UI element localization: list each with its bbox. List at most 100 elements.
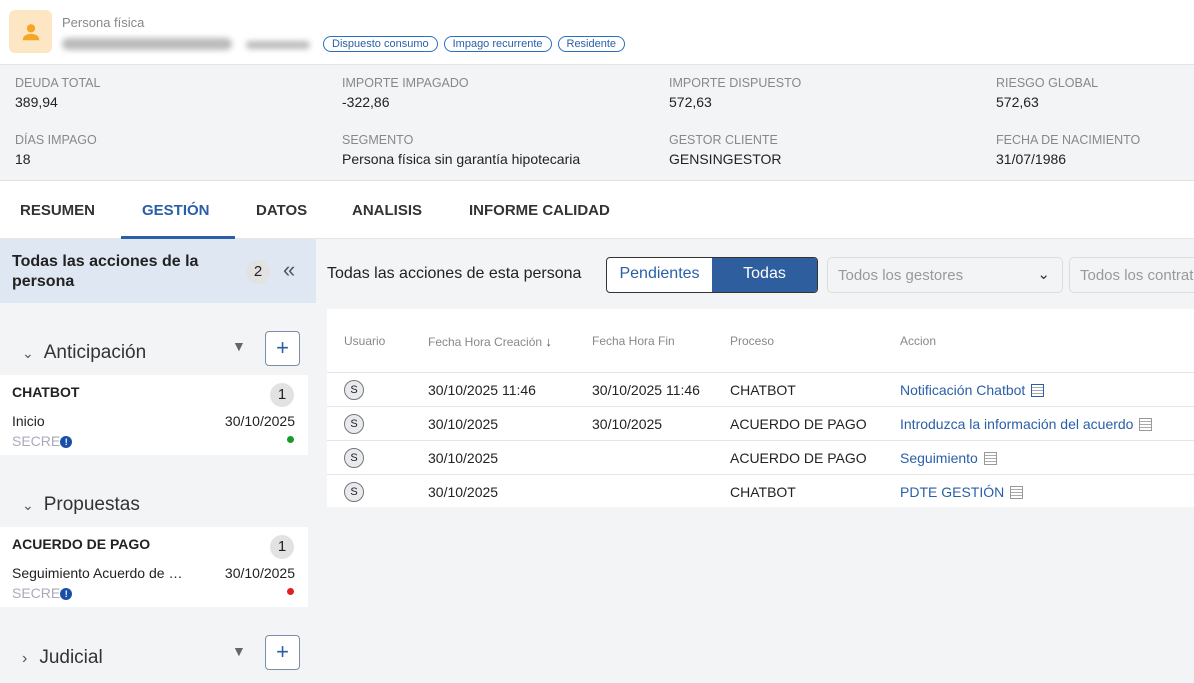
- count-badge: 1: [270, 383, 294, 407]
- tab-bar: RESUMEN GESTIÓN DATOS ANALISIS INFORME C…: [0, 181, 1194, 239]
- process-cell: ACUERDO DE PAGO: [730, 450, 867, 466]
- status-dot: [287, 436, 294, 443]
- toggle-todas[interactable]: Todas: [712, 258, 817, 292]
- kpi-label: SEGMENTO: [342, 133, 414, 147]
- kpi-value: 389,94: [15, 94, 58, 110]
- select-placeholder: Todos los contratos: [1080, 267, 1194, 284]
- group-name: Judicial: [39, 647, 103, 668]
- gestores-select[interactable]: Todos los gestores ⌄: [827, 257, 1063, 293]
- kpi-label: FECHA DE NACIMIENTO: [996, 133, 1141, 147]
- user-badge: S: [344, 380, 364, 400]
- process-cell: CHATBOT: [730, 484, 796, 500]
- tab-resumen[interactable]: RESUMEN: [20, 202, 96, 219]
- column-header[interactable]: Fecha Hora Creación ↓: [428, 334, 552, 349]
- chevron-right-icon: ›: [22, 650, 28, 667]
- user-badge: S: [344, 482, 364, 502]
- created-cell: 30/10/2025 11:46: [428, 382, 536, 398]
- created-cell: 30/10/2025: [428, 416, 499, 432]
- tab-datos[interactable]: DATOS: [256, 202, 308, 219]
- kpi-value: 572,63: [996, 94, 1039, 110]
- toggle-pendientes[interactable]: Pendientes: [619, 265, 700, 282]
- person-type: Persona física: [62, 15, 145, 30]
- column-label: Fecha Hora Creación: [428, 335, 543, 349]
- card-date: 30/10/2025: [224, 413, 295, 429]
- sidebar-header: Todas las acciones de la persona 2 «: [0, 239, 316, 303]
- filter-icon[interactable]: ▼: [232, 643, 246, 659]
- active-tab-indicator: [121, 236, 235, 239]
- chevron-down-icon: ⌄: [22, 497, 34, 513]
- kpi-label: GESTOR CLIENTE: [669, 133, 778, 147]
- tab-gestion[interactable]: GESTIÓN: [142, 202, 210, 219]
- document-icon[interactable]: [983, 452, 997, 465]
- action-card[interactable]: ACUERDO DE PAGO 1 Seguimiento Acuerdo de…: [0, 527, 308, 607]
- table-row[interactable]: S 30/10/2025 ACUERDO DE PAGO Seguimiento: [327, 440, 1194, 474]
- column-header[interactable]: Proceso: [730, 334, 775, 348]
- table-row[interactable]: S 30/10/2025 CHATBOT PDTE GESTIÓN: [327, 474, 1194, 508]
- kpi-value: -322,86: [342, 94, 390, 110]
- kpi-value: Persona física sin garantía hipotecaria: [342, 151, 581, 167]
- tab-informe-calidad[interactable]: INFORME CALIDAD: [469, 202, 610, 219]
- add-button[interactable]: +: [265, 331, 300, 366]
- kpi-panel: DEUDA TOTAL 389,94 IMPORTE IMPAGADO -322,8…: [0, 65, 1194, 181]
- document-icon[interactable]: [1031, 384, 1045, 397]
- column-header[interactable]: Usuario: [344, 334, 386, 348]
- sidebar-title: Todas las acciones de la persona: [12, 253, 199, 290]
- action-card[interactable]: CHATBOT 1 Inicio 30/10/2025 SECRE!: [0, 375, 308, 455]
- action-link[interactable]: PDTE GESTIÓN: [900, 484, 1005, 500]
- filter-icon[interactable]: ▼: [232, 338, 246, 354]
- add-button[interactable]: +: [265, 635, 300, 670]
- action-link[interactable]: Notificación Chatbot: [900, 382, 1026, 398]
- card-user: SECRE: [12, 585, 61, 601]
- process-cell: CHATBOT: [730, 382, 796, 398]
- column-header[interactable]: Accion: [900, 334, 937, 348]
- select-placeholder: Todos los gestores: [838, 267, 964, 284]
- card-step: Seguimiento Acuerdo de …: [12, 565, 183, 581]
- kpi-label: DÍAS IMPAGO: [15, 133, 97, 147]
- group-header[interactable]: ⌄ Anticipación: [22, 342, 146, 364]
- process-cell: ACUERDO DE PAGO: [730, 416, 867, 432]
- tab-analisis[interactable]: ANALISIS: [352, 202, 423, 219]
- column-header[interactable]: Fecha Hora Fin: [592, 334, 675, 348]
- tag: Residente: [557, 36, 626, 52]
- person-header: Persona física Dispuesto consumo Impago …: [0, 0, 1194, 65]
- table-row[interactable]: S 30/10/2025 11:46 30/10/2025 11:46 CHAT…: [327, 372, 1194, 406]
- card-user: SECRE: [12, 433, 61, 449]
- double-chevron-left-icon[interactable]: «: [283, 257, 296, 282]
- card-step: Inicio: [12, 413, 45, 429]
- arrow-down-icon: ↓: [545, 334, 552, 349]
- status-toggle: Pendientes Todas: [606, 257, 818, 293]
- kpi-label: IMPORTE IMPAGADO: [342, 76, 469, 90]
- card-title: CHATBOT: [12, 384, 80, 400]
- group-header[interactable]: › Judicial: [22, 647, 103, 669]
- kpi-value: 572,63: [669, 94, 712, 110]
- chevron-down-icon: ⌄: [1037, 266, 1050, 283]
- card-date: 30/10/2025: [224, 565, 295, 581]
- action-link[interactable]: Introduzca la información del acuerdo: [900, 416, 1134, 432]
- end-cell: 30/10/2025: [592, 416, 663, 432]
- user-badge: S: [344, 414, 364, 434]
- table-row[interactable]: S 30/10/2025 30/10/2025 ACUERDO DE PAGO …: [327, 406, 1194, 440]
- user-badge: S: [344, 448, 364, 468]
- kpi-label: IMPORTE DISPUESTO: [669, 76, 802, 90]
- card-title: ACUERDO DE PAGO: [12, 536, 151, 552]
- info-icon: !: [60, 436, 73, 448]
- person-name-redacted: [62, 38, 232, 50]
- info-icon: !: [60, 588, 73, 600]
- kpi-label: DEUDA TOTAL: [15, 76, 101, 90]
- kpi-value: GENSINGESTOR: [669, 151, 782, 167]
- action-link[interactable]: Seguimiento: [900, 450, 978, 466]
- tag: Impago recurrente: [443, 36, 552, 52]
- tag: Dispuesto consumo: [323, 36, 438, 52]
- document-icon[interactable]: [1139, 418, 1153, 431]
- kpi-label: RIESGO GLOBAL: [996, 76, 1099, 90]
- person-icon: [9, 10, 52, 53]
- group-name: Anticipación: [43, 342, 147, 363]
- kpi-value: 18: [15, 151, 31, 167]
- count-badge: 2: [246, 260, 270, 284]
- document-icon[interactable]: [1010, 486, 1024, 499]
- contratos-select[interactable]: Todos los contratos: [1069, 257, 1194, 293]
- group-header[interactable]: ⌄ Propuestas: [22, 494, 140, 516]
- chevron-down-icon: ⌄: [22, 345, 34, 361]
- count-badge: 1: [270, 535, 294, 559]
- kpi-value: 31/07/1986: [996, 151, 1067, 167]
